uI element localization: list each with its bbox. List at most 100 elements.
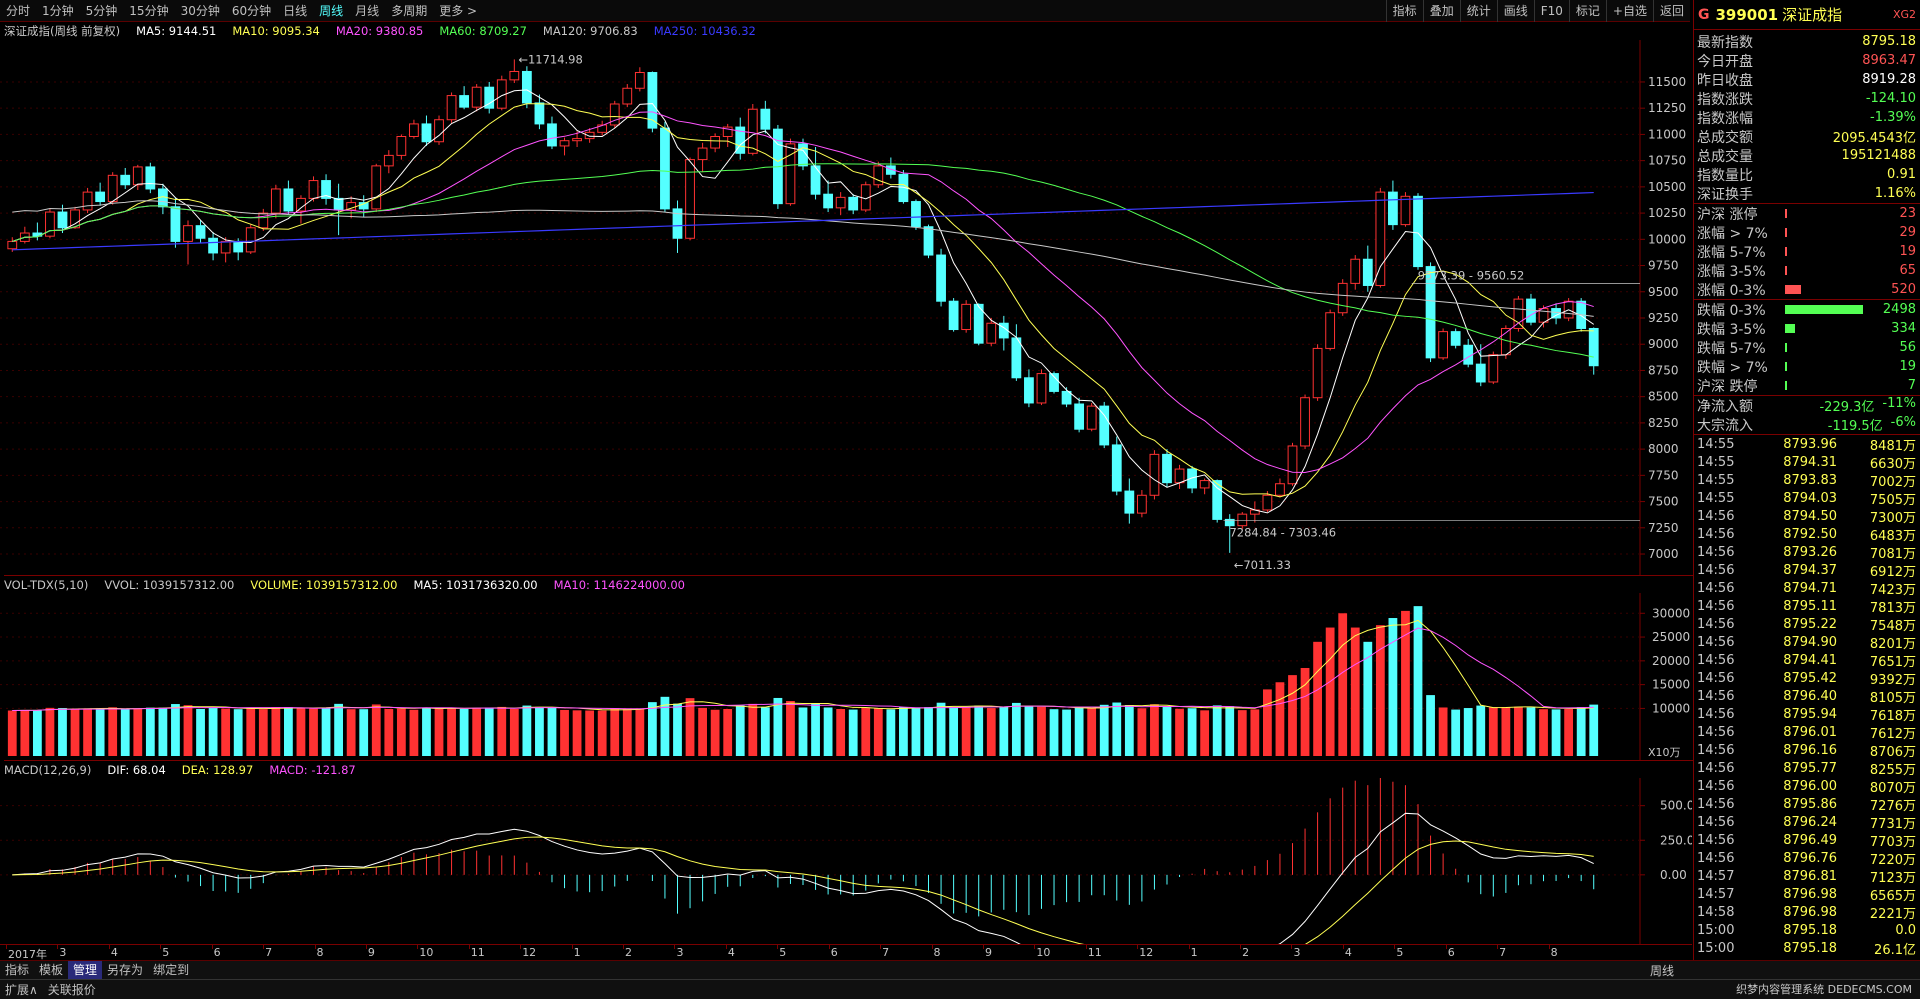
period-tab-8[interactable]: 月线 <box>355 3 380 18</box>
volume-bar[interactable] <box>396 708 406 756</box>
volume-bar[interactable] <box>1350 627 1360 756</box>
candle[interactable] <box>722 123 733 147</box>
tool-button-0[interactable]: 指标 <box>1385 0 1423 22</box>
volume-bar[interactable] <box>1099 704 1109 756</box>
candle[interactable] <box>559 137 570 156</box>
volume-bar[interactable] <box>1237 710 1247 756</box>
candle[interactable] <box>1463 338 1474 368</box>
volume-bar[interactable] <box>911 707 921 756</box>
candle[interactable] <box>597 120 608 136</box>
volume-bar[interactable] <box>1501 707 1511 756</box>
candle[interactable] <box>57 204 68 234</box>
volume-bar[interactable] <box>597 710 607 756</box>
volume-bar[interactable] <box>83 708 92 756</box>
candle[interactable] <box>421 115 432 146</box>
volume-bar[interactable] <box>1037 706 1046 756</box>
candle[interactable] <box>1450 328 1461 349</box>
volume-bar[interactable] <box>798 707 808 756</box>
bottom-tab-0[interactable]: 指标 <box>5 963 30 977</box>
volume-bar[interactable] <box>120 709 130 756</box>
candle[interactable] <box>534 94 545 130</box>
tick-row[interactable]: 14:56 8795.11 7813万 <box>1694 597 1920 616</box>
candle[interactable] <box>1400 192 1411 227</box>
candle[interactable] <box>647 71 658 133</box>
volume-bar[interactable] <box>58 708 67 756</box>
candle[interactable] <box>810 147 821 200</box>
macd-chart[interactable]: 0.00 250.0 500.0 <box>0 778 1692 944</box>
volume-bar[interactable] <box>974 705 984 756</box>
candle[interactable] <box>1199 478 1210 495</box>
tick-row[interactable]: 14:56 8795.86 7276万 <box>1694 795 1920 814</box>
volume-bar[interactable] <box>296 708 306 756</box>
volume-bar[interactable] <box>961 707 971 756</box>
volume-bar[interactable] <box>999 706 1009 756</box>
bottom-tab-4[interactable]: 绑定到 <box>153 963 190 977</box>
volume-bar[interactable] <box>1225 706 1235 756</box>
tool-button-7[interactable]: 返回 <box>1652 0 1690 22</box>
volume-bar[interactable] <box>1150 704 1159 756</box>
period-tab-5[interactable]: 60分钟 <box>231 3 272 18</box>
volume-bar[interactable] <box>284 707 293 756</box>
volume-bar[interactable] <box>1137 708 1147 756</box>
candle[interactable] <box>1262 491 1273 513</box>
volume-bar[interactable] <box>1062 709 1071 756</box>
volume-bar[interactable] <box>258 709 268 756</box>
candle[interactable] <box>459 86 470 110</box>
volume-bar[interactable] <box>786 701 795 756</box>
volume-bar[interactable] <box>196 708 205 756</box>
volume-bar[interactable] <box>1488 707 1498 756</box>
volume-bar[interactable] <box>811 703 820 756</box>
candle[interactable] <box>1388 180 1398 230</box>
period-tab-1[interactable]: 1分钟 <box>42 3 74 18</box>
tool-button-2[interactable]: 统计 <box>1459 0 1497 22</box>
candle[interactable] <box>409 119 419 139</box>
candle[interactable] <box>333 183 344 236</box>
volume-bar[interactable] <box>1313 641 1322 756</box>
candle[interactable] <box>1287 442 1298 486</box>
candle[interactable] <box>685 157 695 241</box>
volume-bar[interactable] <box>836 708 846 756</box>
candle[interactable] <box>1036 369 1047 406</box>
candle[interactable] <box>95 182 106 206</box>
volume-bar[interactable] <box>1074 706 1084 756</box>
volume-bar[interactable] <box>1112 702 1122 756</box>
candle[interactable] <box>484 81 495 114</box>
candle[interactable] <box>672 200 683 253</box>
tick-row[interactable]: 14:56 8794.50 7300万 <box>1694 507 1920 526</box>
candle[interactable] <box>835 192 846 216</box>
volume-bar[interactable] <box>710 709 720 756</box>
volume-bar[interactable] <box>723 708 733 756</box>
candle[interactable] <box>873 161 884 188</box>
candle[interactable] <box>911 199 921 230</box>
volume-bar[interactable] <box>660 696 670 756</box>
volume-bar[interactable] <box>1049 709 1059 756</box>
volume-bar[interactable] <box>484 707 494 756</box>
tick-row[interactable]: 14:56 8796.16 8706万 <box>1694 741 1920 760</box>
candle[interactable] <box>70 206 80 229</box>
volume-bar[interactable] <box>848 709 858 756</box>
candle[interactable] <box>697 142 708 173</box>
candle[interactable] <box>735 117 746 160</box>
volume-bar[interactable] <box>1187 708 1197 756</box>
tick-row[interactable]: 14:57 8796.98 6565万 <box>1694 885 1920 904</box>
candle[interactable] <box>1588 327 1599 375</box>
candle[interactable] <box>283 180 294 215</box>
candle[interactable] <box>521 66 532 109</box>
candle[interactable] <box>321 174 331 205</box>
volume-bar[interactable] <box>459 708 469 756</box>
candle[interactable] <box>1024 369 1034 408</box>
volume-bar[interactable] <box>748 703 758 756</box>
volume-bar[interactable] <box>271 707 281 756</box>
volume-bar[interactable] <box>1363 641 1373 756</box>
volume-chart[interactable]: 10000 15000 20000 25000 30000 X10万 <box>0 593 1692 760</box>
candle[interactable] <box>609 100 620 129</box>
candle[interactable] <box>1086 402 1097 432</box>
volume-bar[interactable] <box>1526 707 1536 756</box>
volume-bar[interactable] <box>1564 708 1574 756</box>
volume-bar[interactable] <box>145 707 155 756</box>
tick-row[interactable]: 14:56 8795.42 9392万 <box>1694 669 1920 688</box>
candle[interactable] <box>572 131 582 147</box>
candle[interactable] <box>1174 464 1185 489</box>
bottom-tab-3[interactable]: 另存为 <box>107 963 144 977</box>
candle[interactable] <box>270 184 281 219</box>
